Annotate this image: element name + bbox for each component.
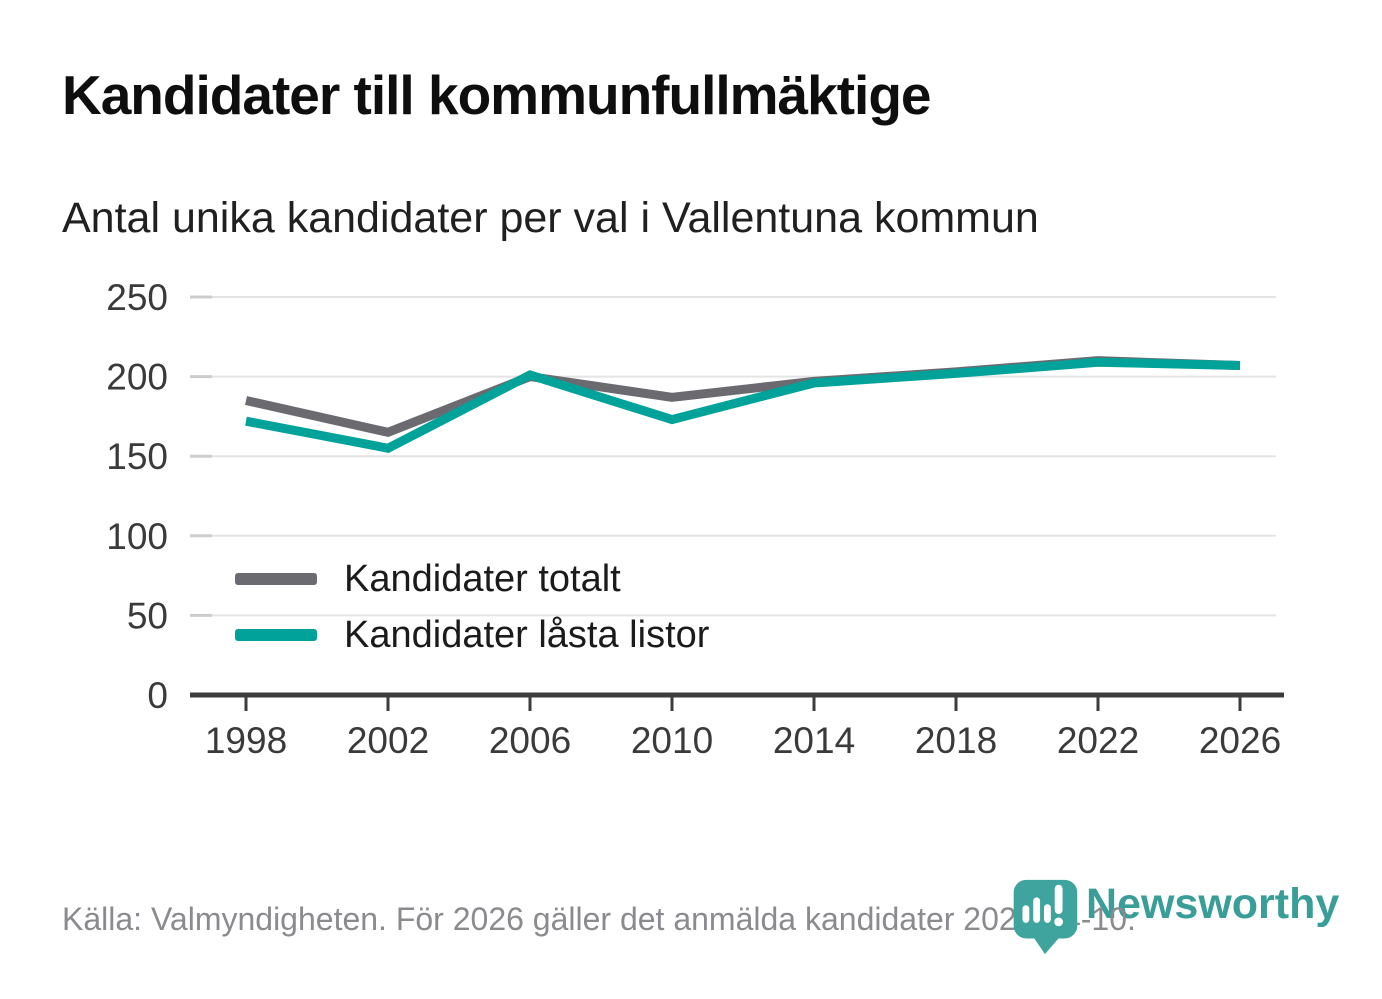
x-tick-label: 2006 xyxy=(489,720,571,761)
legend-item-lasta-listor: Kandidater låsta listor xyxy=(235,611,709,659)
newsworthy-logo-text: Newsworthy xyxy=(1086,880,1340,928)
legend-swatch-teal xyxy=(235,629,317,641)
legend-label: Kandidater totalt xyxy=(344,558,621,600)
newsworthy-pin-barchart-icon xyxy=(1013,879,1078,955)
source-note: Källa: Valmyndigheten. För 2026 gäller d… xyxy=(62,901,1136,937)
x-tick-label: 1998 xyxy=(205,720,287,761)
x-tick-label: 2022 xyxy=(1057,720,1139,761)
y-tick-label: 150 xyxy=(106,436,168,477)
chart-title: Kandidater till kommunfullmäktige xyxy=(62,64,932,126)
y-tick-label: 100 xyxy=(106,516,168,557)
y-tick-label: 250 xyxy=(106,277,168,318)
series-line-1 xyxy=(245,357,1241,453)
x-tick-label: 2026 xyxy=(1199,720,1281,761)
x-tick-label: 2018 xyxy=(915,720,997,761)
chart-subtitle: Antal unika kandidater per val i Vallent… xyxy=(62,194,1039,242)
legend-label: Kandidater låsta listor xyxy=(344,614,710,656)
y-tick-label: 0 xyxy=(147,675,168,716)
x-tick-label: 2010 xyxy=(631,720,713,761)
y-tick-label: 200 xyxy=(106,357,168,398)
chart-legend: Kandidater totalt Kandidater låsta listo… xyxy=(235,555,709,659)
x-tick-label: 2014 xyxy=(773,720,855,761)
series-line-0 xyxy=(245,356,1241,438)
x-tick-label: 2002 xyxy=(347,720,429,761)
y-tick-label: 50 xyxy=(127,595,168,636)
legend-item-totalt: Kandidater totalt xyxy=(235,555,709,603)
legend-swatch-gray xyxy=(235,573,317,585)
